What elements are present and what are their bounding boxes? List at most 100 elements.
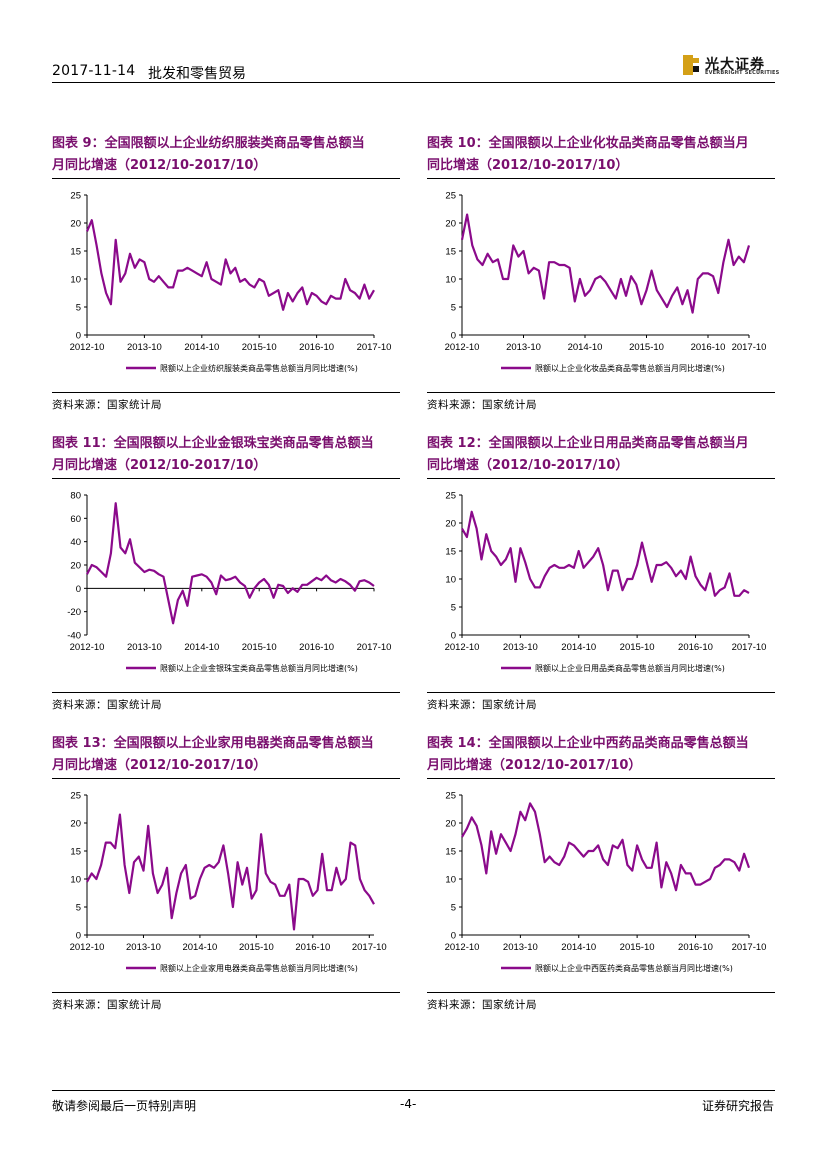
chart-panel: 图表 14：全国限额以上企业中西药品类商品零售总额当 月同比增速（2012/10-… — [427, 733, 775, 1018]
y-tick-label: 0 — [451, 931, 456, 942]
x-tick-label: 2016-10 — [691, 342, 726, 353]
figure-title-line1: 图表 11：全国限额以上企业金银珠宝类商品零售总额当 — [52, 436, 374, 451]
x-tick-label: 2012-10 — [445, 642, 480, 653]
series-line — [85, 219, 375, 311]
series-line — [86, 813, 375, 931]
footer-divider — [52, 1090, 775, 1091]
figure-title: 图表 10：全国限额以上企业化妆品类商品零售总额当月 同比增速（2012/10-2… — [427, 133, 777, 177]
y-tick-label: 0 — [76, 931, 81, 942]
figure-title: 图表 12：全国限额以上企业日用品类商品零售总额当月 同比增速（2012/10-2… — [427, 433, 777, 477]
x-tick-label: 2015-10 — [629, 342, 664, 353]
y-tick-label: 5 — [76, 903, 81, 914]
chart-panel: 图表 12：全国限额以上企业日用品类商品零售总额当月 同比增速（2012/10-2… — [427, 433, 775, 718]
y-tick-label: 15 — [445, 247, 456, 258]
figure-title-line1: 图表 12：全国限额以上企业日用品类商品零售总额当月 — [427, 436, 749, 451]
x-tick-label: 2013-10 — [503, 642, 538, 653]
report-section-title: 批发和零售贸易 — [148, 66, 246, 82]
company-logo: 光大证券 EVERBRIGHT SECURITIES — [683, 53, 780, 77]
y-tick-label: 0 — [451, 331, 456, 342]
figure-title-line2: 同比增速（2012/10-2017/10） — [427, 158, 629, 173]
y-tick-label: 60 — [70, 514, 81, 525]
logo-mark-icon — [683, 55, 699, 75]
x-tick-label: 2012-10 — [70, 942, 105, 953]
x-tick-label: 2013-10 — [127, 642, 162, 653]
y-tick-label: 25 — [445, 191, 456, 202]
y-tick-label: 20 — [445, 219, 456, 230]
title-divider — [427, 478, 775, 479]
x-tick-label: 2017-10 — [732, 642, 767, 653]
x-tick-label: 2013-10 — [503, 942, 538, 953]
y-tick-label: 25 — [70, 191, 81, 202]
title-divider — [427, 178, 775, 179]
x-tick-label: 2014-10 — [568, 342, 603, 353]
figure-title-line1: 图表 10：全国限额以上企业化妆品类商品零售总额当月 — [427, 136, 749, 151]
x-tick-label: 2014-10 — [184, 642, 219, 653]
x-tick-label: 2014-10 — [182, 942, 217, 953]
series-line — [460, 213, 751, 314]
y-tick-label: 20 — [70, 219, 81, 230]
x-tick-label: 2014-10 — [561, 642, 596, 653]
x-tick-label: 2013-10 — [126, 942, 161, 953]
x-tick-label: 2017-10 — [357, 642, 392, 653]
figure-title-line2: 同比增速（2012/10-2017/10） — [427, 458, 629, 473]
source-note: 资料来源：国家统计局 — [52, 699, 162, 711]
y-tick-label: 20 — [70, 819, 81, 830]
y-tick-label: 80 — [70, 491, 81, 502]
legend-label: 限额以上企业纺织服装类商品零售总额当月同比增速(%) — [160, 363, 358, 373]
figure-title: 图表 13：全国限额以上企业家用电器类商品零售总额当 月同比增速（2012/10-… — [52, 733, 402, 777]
x-tick-label: 2016-10 — [678, 942, 713, 953]
y-tick-label: 10 — [445, 575, 456, 586]
source-note: 资料来源：国家统计局 — [52, 399, 162, 411]
title-divider — [52, 178, 400, 179]
line-chart: 0 5 10 15 20 25 2012-10 2013-10 2014-10 2015-10 20… — [70, 191, 392, 374]
source-divider — [427, 992, 775, 993]
chart-panel: 图表 11：全国限额以上企业金银珠宝类商品零售总额当 月同比增速（2012/10-… — [52, 433, 400, 718]
y-tick-label: 0 — [451, 631, 456, 642]
x-tick-label: 2014-10 — [561, 942, 596, 953]
line-chart: 0 5 10 15 20 25 2012-10 2013-10 2014-10 2015-10 20… — [445, 791, 767, 974]
x-tick-label: 2016-10 — [678, 642, 713, 653]
figure-title-line2: 月同比增速（2012/10-2017/10） — [427, 758, 642, 773]
y-tick-label: 5 — [76, 303, 81, 314]
y-tick-label: 20 — [70, 561, 81, 572]
y-tick-label: 0 — [76, 331, 81, 342]
source-note: 资料来源：国家统计局 — [52, 999, 162, 1011]
y-tick-label: 25 — [70, 791, 81, 802]
y-tick-label: 15 — [445, 547, 456, 558]
y-tick-label: 15 — [70, 847, 81, 858]
x-tick-label: 2013-10 — [127, 342, 162, 353]
x-tick-label: 2012-10 — [445, 342, 480, 353]
line-chart: 0 5 10 15 20 25 2012-10 2013-10 2014-10 2015-10 20… — [445, 191, 767, 374]
series-line — [461, 802, 751, 892]
x-tick-label: 2012-10 — [70, 642, 105, 653]
legend-label: 限额以上企业化妆品类商品零售总额当月同比增速(%) — [535, 363, 725, 373]
y-tick-label: 25 — [445, 491, 456, 502]
x-tick-label: 2015-10 — [242, 642, 277, 653]
figure-title: 图表 14：全国限额以上企业中西药品类商品零售总额当 月同比增速（2012/10-… — [427, 733, 777, 777]
y-tick-label: 15 — [445, 847, 456, 858]
y-tick-label: 5 — [451, 303, 456, 314]
figure-title: 图表 11：全国限额以上企业金银珠宝类商品零售总额当 月同比增速（2012/10-… — [52, 433, 402, 477]
report-date: 2017-11-14 — [52, 63, 136, 79]
source-divider — [52, 992, 400, 993]
figure-title: 图表 9：全国限额以上企业纺织服装类商品零售总额当 月同比增速（2012/10-2… — [52, 133, 402, 177]
y-tick-label: 20 — [445, 819, 456, 830]
source-divider — [52, 392, 400, 393]
source-note: 资料来源：国家统计局 — [427, 699, 537, 711]
x-tick-label: 2015-10 — [242, 342, 277, 353]
y-tick-label: 5 — [451, 603, 456, 614]
y-tick-label: 10 — [445, 875, 456, 886]
legend-label: 限额以上企业日用品类商品零售总额当月同比增速(%) — [535, 663, 725, 673]
title-divider — [52, 478, 400, 479]
y-tick-label: -40 — [67, 631, 81, 642]
x-tick-label: 2017-10 — [732, 942, 767, 953]
header-divider — [52, 82, 775, 83]
x-tick-label: 2013-10 — [506, 342, 541, 353]
page-number: -4- — [400, 1097, 417, 1111]
footer-report-type: 证券研究报告 — [702, 1099, 775, 1113]
x-tick-label: 2017-10 — [352, 942, 387, 953]
logo-text-en: EVERBRIGHT SECURITIES — [705, 70, 780, 76]
x-tick-label: 2015-10 — [620, 642, 655, 653]
source-note: 资料来源：国家统计局 — [427, 399, 537, 411]
x-tick-label: 2015-10 — [620, 942, 655, 953]
